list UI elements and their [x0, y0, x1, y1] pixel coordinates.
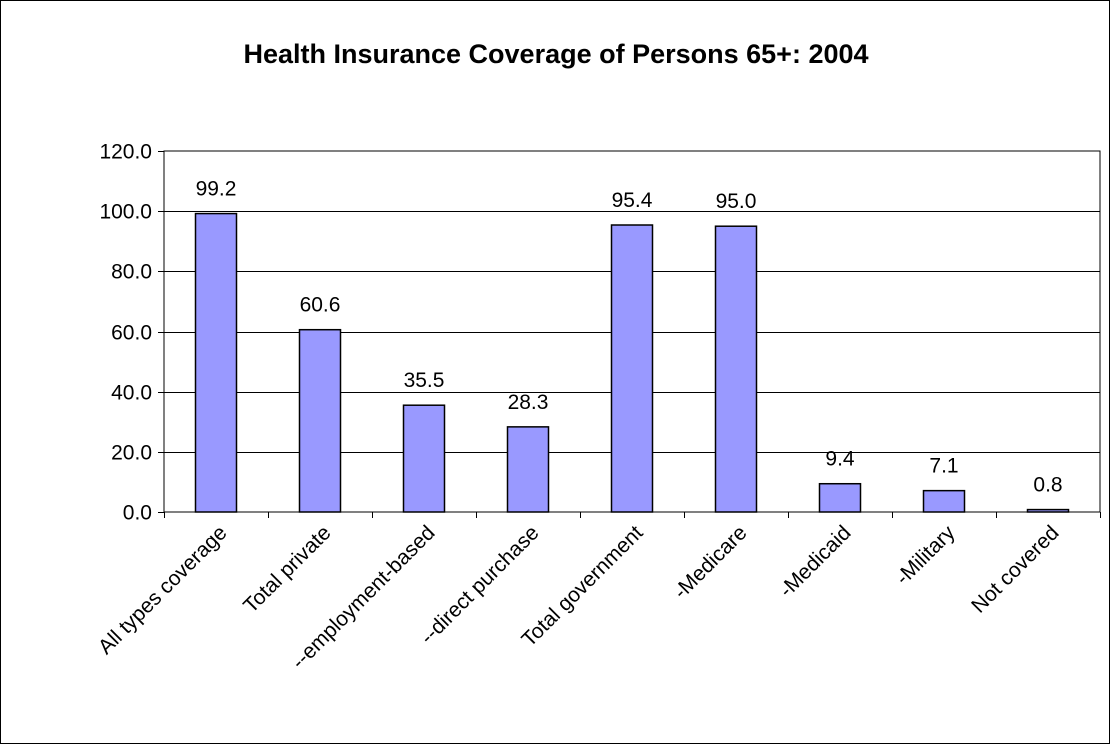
value-labels: 99.2 60.6 35.5 28.3 95.4 95.0 9.4 7.1 0.8: [196, 178, 1063, 497]
bar: [1026, 508, 1070, 513]
data-label: 0.8: [1033, 474, 1062, 497]
bars: [194, 212, 1070, 513]
data-label: 95.4: [612, 189, 653, 212]
chart-title: Health Insurance Coverage of Persons 65+…: [243, 39, 868, 69]
bar: [818, 482, 862, 513]
data-label: 95.0: [716, 190, 757, 213]
y-tick-label: 20.0: [111, 442, 152, 465]
y-tick-label: 60.0: [111, 322, 152, 345]
bar: [922, 489, 966, 513]
bar: [610, 224, 654, 513]
category-label: -Military: [891, 521, 960, 590]
y-tick-label: 80.0: [111, 261, 152, 284]
data-label: 35.5: [404, 369, 445, 392]
data-label: 28.3: [508, 391, 549, 414]
y-tick-label: 40.0: [111, 382, 152, 405]
category-label: -Medicaid: [775, 521, 856, 602]
category-label: Total private: [239, 521, 335, 617]
bar: [506, 426, 550, 513]
data-label: 99.2: [196, 178, 237, 201]
bar: [402, 404, 446, 513]
data-label: 7.1: [929, 455, 958, 478]
y-tick-label: 100.0: [99, 201, 152, 224]
category-label: -Medicare: [669, 521, 751, 603]
category-label: All types coverage: [94, 521, 232, 659]
bar: [298, 328, 342, 513]
bar: [714, 225, 758, 513]
data-label: 60.6: [300, 294, 341, 317]
y-tick-label: 120.0: [99, 141, 152, 164]
category-label: Not covered: [967, 521, 1063, 617]
category-labels: All types coverage Total private--employm…: [94, 521, 1064, 674]
bar: [194, 212, 238, 513]
y-tick-labels: 0.0 20.0 40.0 60.0 80.0 100.0 120.0: [99, 141, 152, 525]
y-tick-label: 0.0: [123, 502, 152, 525]
data-label: 9.4: [825, 448, 855, 471]
